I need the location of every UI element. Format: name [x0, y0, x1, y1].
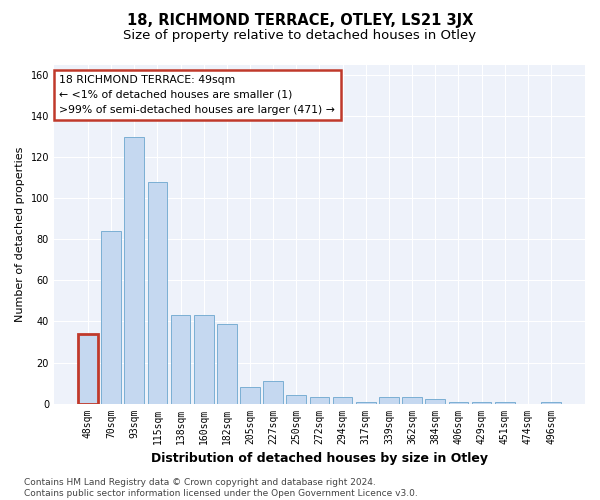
Bar — [148, 182, 167, 404]
Text: 18 RICHMOND TERRACE: 49sqm
← <1% of detached houses are smaller (1)
>99% of semi: 18 RICHMOND TERRACE: 49sqm ← <1% of deta… — [59, 75, 335, 115]
Bar — [379, 398, 399, 404]
Bar — [194, 316, 214, 404]
Bar — [101, 231, 121, 404]
Bar — [286, 396, 306, 404]
X-axis label: Distribution of detached houses by size in Otley: Distribution of detached houses by size … — [151, 452, 488, 465]
Bar — [402, 398, 422, 404]
Bar — [333, 398, 352, 404]
Bar — [240, 387, 260, 404]
Bar — [170, 316, 190, 404]
Bar — [541, 402, 561, 404]
Bar — [356, 402, 376, 404]
Bar — [449, 402, 468, 404]
Bar — [263, 381, 283, 404]
Bar — [472, 402, 491, 404]
Text: 18, RICHMOND TERRACE, OTLEY, LS21 3JX: 18, RICHMOND TERRACE, OTLEY, LS21 3JX — [127, 12, 473, 28]
Bar — [495, 402, 515, 404]
Bar — [425, 400, 445, 404]
Text: Size of property relative to detached houses in Otley: Size of property relative to detached ho… — [124, 29, 476, 42]
Text: Contains HM Land Registry data © Crown copyright and database right 2024.
Contai: Contains HM Land Registry data © Crown c… — [24, 478, 418, 498]
Bar — [217, 324, 236, 404]
Bar — [310, 398, 329, 404]
Bar — [78, 334, 98, 404]
Bar — [124, 137, 144, 404]
Y-axis label: Number of detached properties: Number of detached properties — [15, 146, 25, 322]
